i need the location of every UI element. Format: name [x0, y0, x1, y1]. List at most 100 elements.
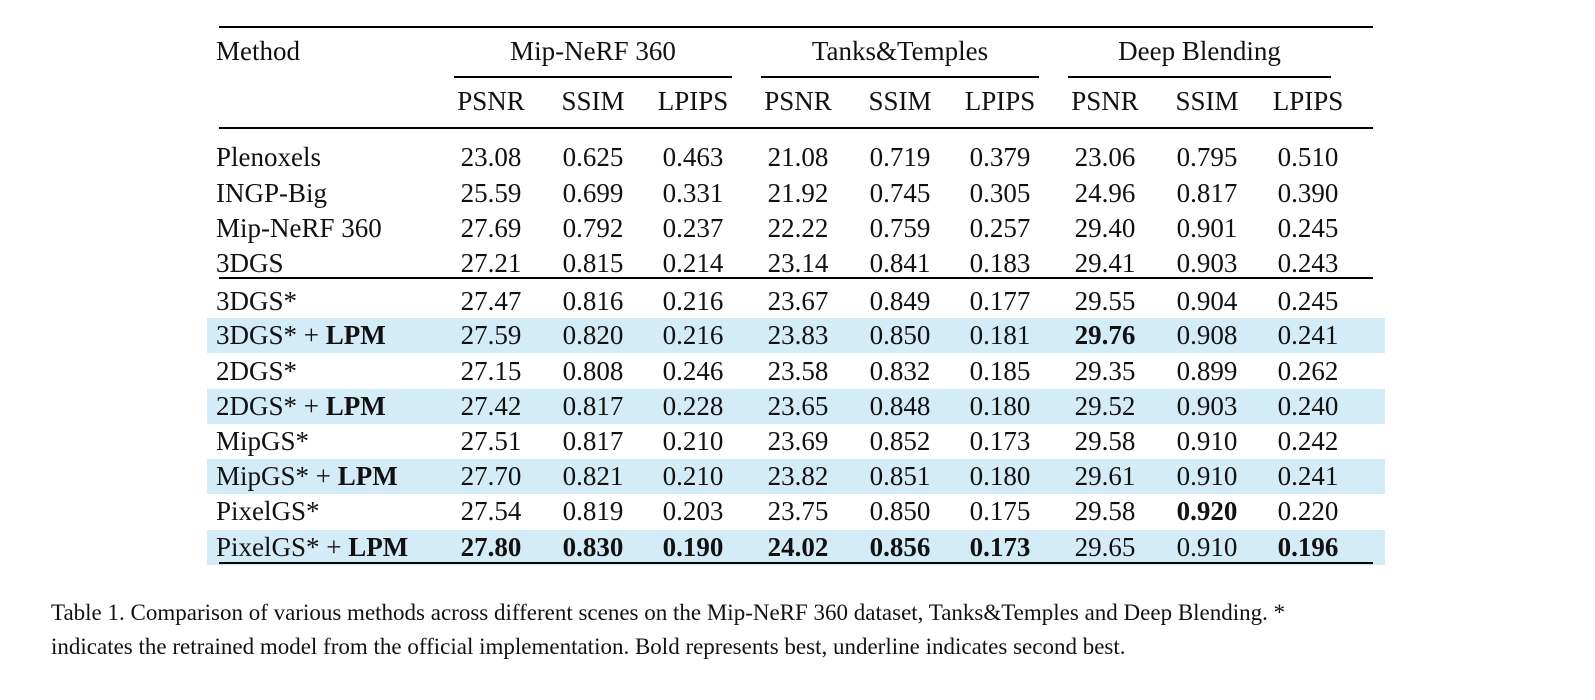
- table-cell: 0.901: [1176, 213, 1238, 243]
- table-cell: 29.52: [1074, 391, 1136, 421]
- table-top-rule: [219, 26, 1373, 28]
- table-cell: 0.745: [869, 178, 931, 208]
- table-cell: 0.246: [662, 356, 724, 386]
- group-header-tanks-temples: Tanks&Temples: [811, 36, 989, 66]
- table-cell: 27.69: [460, 213, 522, 243]
- table-cell: 0.262: [1277, 356, 1339, 386]
- table-cell: 23.14: [767, 248, 829, 278]
- row-method-name: 3DGS: [216, 248, 284, 278]
- table-cell: 0.920: [1176, 496, 1238, 526]
- method-suffix-lpm: LPM: [325, 320, 386, 350]
- row-highlight: [207, 530, 1385, 565]
- table-cell: 0.243: [1277, 248, 1339, 278]
- table-cell: 29.58: [1074, 496, 1136, 526]
- table-cell: 0.216: [662, 286, 724, 316]
- group-underline-mipnerf360: [454, 76, 732, 78]
- table-cell: 0.245: [1277, 213, 1339, 243]
- table-cell: 0.817: [562, 426, 624, 456]
- row-highlight: [207, 389, 1385, 424]
- method-suffix-lpm: LPM: [325, 391, 386, 421]
- table-cell: 29.40: [1074, 213, 1136, 243]
- row-method-name: 2DGS*: [216, 356, 297, 386]
- table-cell: 0.305: [969, 178, 1031, 208]
- table-cell: 0.183: [969, 248, 1031, 278]
- table-cell: 29.61: [1074, 461, 1136, 491]
- table-cell: 23.82: [767, 461, 829, 491]
- table-cell: 0.185: [969, 356, 1031, 386]
- row-method-name: MipGS*: [216, 426, 309, 456]
- table-cell: 0.816: [562, 286, 624, 316]
- method-label: MipGS*: [216, 426, 310, 456]
- row-method-name: Plenoxels: [216, 142, 321, 172]
- table-cell: 0.379: [969, 142, 1031, 172]
- table-cell: 0.175: [969, 496, 1031, 526]
- caption-line-1: Table 1. Comparison of various methods a…: [51, 600, 1286, 625]
- method-suffix-lpm: LPM: [348, 532, 409, 562]
- row-method-name: PixelGS* + LPM: [216, 532, 408, 562]
- table-cell: 22.22: [767, 213, 829, 243]
- table-cell: 23.75: [767, 496, 829, 526]
- table-cell: 23.06: [1074, 142, 1136, 172]
- table-cell: 0.820: [562, 320, 624, 350]
- row-method-name: 3DGS*: [216, 286, 297, 316]
- row-method-name: 2DGS* + LPM: [216, 391, 386, 421]
- table-cell: 0.625: [562, 142, 624, 172]
- metric-header-psnr: PSNR: [457, 86, 525, 116]
- table-cell: 29.35: [1074, 356, 1136, 386]
- table-cell: 0.240: [1277, 391, 1339, 421]
- table-cell: 29.55: [1074, 286, 1136, 316]
- table-cell: 27.47: [460, 286, 522, 316]
- method-label: 2DGS* +: [216, 391, 326, 421]
- table-cell: 23.58: [767, 356, 829, 386]
- metric-header-psnr: PSNR: [1071, 86, 1139, 116]
- table-cell: 0.808: [562, 356, 624, 386]
- method-label: 3DGS: [216, 248, 284, 278]
- table-cell: 0.463: [662, 142, 724, 172]
- row-highlight: [207, 318, 1385, 353]
- method-label: 3DGS*: [216, 286, 298, 316]
- table-cell: 27.21: [460, 248, 522, 278]
- table-cell: 27.54: [460, 496, 522, 526]
- group-underline-tanks-temples: [761, 76, 1039, 78]
- table-cell: 0.719: [869, 142, 931, 172]
- table-cell: 0.190: [662, 532, 724, 562]
- table-cell: 0.245: [1277, 286, 1339, 316]
- table-cell: 0.390: [1277, 178, 1339, 208]
- table-cell: 0.910: [1176, 461, 1238, 491]
- table-cell: 23.69: [767, 426, 829, 456]
- table-cell: 0.817: [1176, 178, 1238, 208]
- table-cell: 0.214: [662, 248, 724, 278]
- table-cell: 27.70: [460, 461, 522, 491]
- table-cell: 27.80: [460, 532, 522, 562]
- table-cell: 0.852: [869, 426, 931, 456]
- table-cell: 0.699: [562, 178, 624, 208]
- group-separator-rule: [219, 277, 1373, 279]
- table-cell: 0.830: [562, 532, 624, 562]
- table-cell: 21.92: [767, 178, 829, 208]
- table-cell: 0.203: [662, 496, 724, 526]
- table-bottom-rule: [219, 562, 1373, 564]
- row-method-name: 3DGS* + LPM: [216, 320, 386, 350]
- table-caption: Table 1. Comparison of various methods a…: [51, 596, 1541, 664]
- table-cell: 0.815: [562, 248, 624, 278]
- row-method-name: PixelGS*: [216, 496, 320, 526]
- table-cell: 0.180: [969, 461, 1031, 491]
- group-underline-deep-blending: [1068, 76, 1331, 78]
- metric-header-lpips: LPIPS: [964, 86, 1036, 116]
- method-label: 3DGS* +: [216, 320, 326, 350]
- table-cell: 23.83: [767, 320, 829, 350]
- table-cell: 27.15: [460, 356, 522, 386]
- table-cell: 0.228: [662, 391, 724, 421]
- table-cell: 25.59: [460, 178, 522, 208]
- table-cell: 27.42: [460, 391, 522, 421]
- table-cell: 0.904: [1176, 286, 1238, 316]
- table-cell: 0.173: [969, 426, 1031, 456]
- table-cell: 29.41: [1074, 248, 1136, 278]
- table-cell: 23.67: [767, 286, 829, 316]
- row-method-name: INGP-Big: [216, 178, 327, 208]
- table-cell: 0.510: [1277, 142, 1339, 172]
- table-cell: 29.58: [1074, 426, 1136, 456]
- table-cell: 0.759: [869, 213, 931, 243]
- header-bottom-rule: [219, 127, 1373, 129]
- table-cell: 0.210: [662, 426, 724, 456]
